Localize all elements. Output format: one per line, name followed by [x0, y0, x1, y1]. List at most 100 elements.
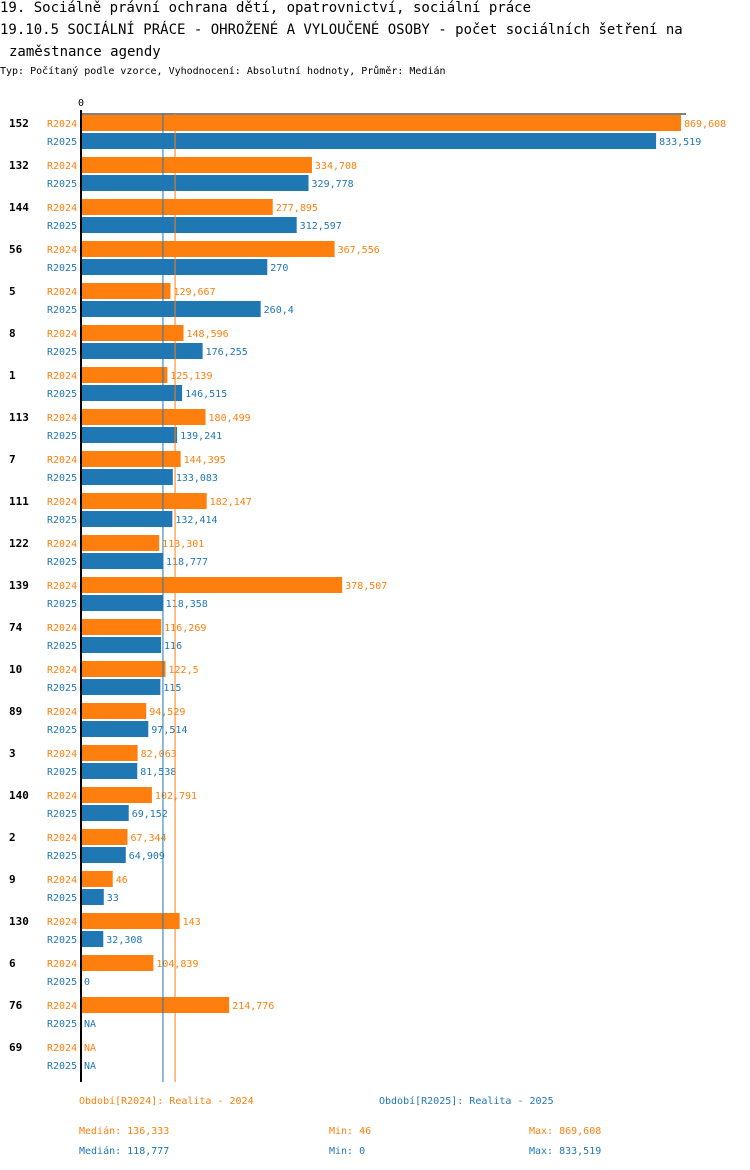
category-label: 9 [9, 873, 16, 886]
category-label: 139 [9, 579, 29, 592]
data-label: 69,152 [132, 809, 168, 820]
bar [81, 199, 273, 215]
data-label: 116 [164, 641, 182, 652]
bar [81, 367, 168, 383]
category-label: 2 [9, 831, 16, 844]
bar [81, 637, 162, 653]
data-label: NA [84, 1061, 96, 1072]
series-label: R2025 [47, 473, 77, 484]
series-label: R2025 [47, 641, 77, 652]
bar [81, 409, 206, 425]
bar [81, 217, 297, 233]
chart-title-continued: zaměstnance agendy [9, 44, 161, 60]
series-label: R2025 [47, 389, 77, 400]
category-label: 144 [9, 201, 29, 214]
data-label: 143 [183, 917, 201, 928]
bar [81, 427, 178, 443]
data-label: 214,776 [232, 1001, 274, 1012]
data-label: 33 [107, 893, 119, 904]
category-label: 3 [9, 747, 16, 760]
series-label: R2024 [47, 1001, 77, 1012]
data-label: 94,529 [149, 707, 185, 718]
stat-min-r2024: Min: 46 [329, 1126, 372, 1137]
category-label: 10 [9, 663, 22, 676]
chart-subtitle: Typ: Počítaný podle vzorce, Vyhodnocení:… [0, 66, 446, 77]
bar [81, 175, 309, 191]
bar [81, 451, 181, 467]
bar [81, 913, 180, 929]
bar [81, 721, 149, 737]
data-label: 180,499 [209, 413, 251, 424]
bar [81, 703, 147, 719]
bar [81, 535, 160, 551]
category-label: 130 [9, 915, 29, 928]
data-label: 82,063 [141, 749, 177, 760]
series-label: R2024 [47, 497, 77, 508]
data-label: 329,778 [312, 179, 354, 190]
bar [81, 619, 162, 635]
series-label: R2024 [47, 623, 77, 634]
series-label: R2025 [47, 431, 77, 442]
stat-max-r2025: Max: 833,519 [529, 1146, 602, 1157]
series-label: R2025 [47, 725, 77, 736]
data-label: 260,4 [264, 305, 294, 316]
legend-r2025: Období[R2025]: Realita - 2025 [379, 1096, 554, 1107]
category-label: 152 [9, 117, 29, 130]
bar [81, 325, 184, 341]
data-label: 367,556 [338, 245, 380, 256]
series-label: R2025 [47, 935, 77, 946]
data-label: 32,308 [106, 935, 142, 946]
data-label: 129,667 [173, 287, 215, 298]
series-label: R2025 [47, 515, 77, 526]
data-label: 148,596 [187, 329, 229, 340]
series-label: R2024 [47, 1043, 77, 1054]
bar [81, 847, 126, 863]
bar [81, 661, 166, 677]
data-label: 277,895 [276, 203, 318, 214]
series-label: R2024 [47, 749, 77, 760]
stat-min-r2025: Min: 0 [329, 1146, 366, 1157]
stat-max-r2024: Max: 869,608 [529, 1126, 602, 1137]
series-label: R2024 [47, 161, 77, 172]
series-label: R2025 [47, 305, 77, 316]
bar [81, 889, 104, 905]
data-label: 81,538 [140, 767, 176, 778]
series-label: R2025 [47, 347, 77, 358]
bar [81, 157, 312, 173]
series-label: R2024 [47, 329, 77, 340]
bar [81, 115, 681, 131]
data-label: 182,147 [210, 497, 252, 508]
stat-median-r2025: Medián: 118,777 [79, 1146, 170, 1157]
data-label: 118,777 [166, 557, 208, 568]
data-label: 869,608 [684, 119, 726, 130]
category-label: 1 [9, 369, 16, 382]
data-label: NA [84, 1019, 96, 1030]
series-label: R2024 [47, 959, 77, 970]
series-label: R2025 [47, 977, 77, 988]
data-label: 144,395 [184, 455, 226, 466]
x-tick-label: 0 [78, 98, 84, 109]
data-label: 67,344 [130, 833, 166, 844]
data-label: 176,255 [206, 347, 248, 358]
series-label: R2024 [47, 371, 77, 382]
series-label: R2024 [47, 875, 77, 886]
bar [81, 259, 268, 275]
series-label: R2025 [47, 809, 77, 820]
data-label: 125,139 [170, 371, 212, 382]
series-label: R2025 [47, 221, 77, 232]
bar [81, 595, 163, 611]
category-label: 6 [9, 957, 16, 970]
series-label: R2025 [47, 683, 77, 694]
data-label: 334,708 [315, 161, 357, 172]
category-label: 122 [9, 537, 29, 550]
bar [81, 553, 163, 569]
bar [81, 829, 128, 845]
category-label: 140 [9, 789, 29, 802]
bar [81, 805, 129, 821]
category-label: 89 [9, 705, 22, 718]
data-label: 116,269 [164, 623, 206, 634]
data-label: 64,909 [129, 851, 165, 862]
bar [81, 577, 343, 593]
bar [81, 511, 173, 527]
series-label: R2024 [47, 413, 77, 424]
